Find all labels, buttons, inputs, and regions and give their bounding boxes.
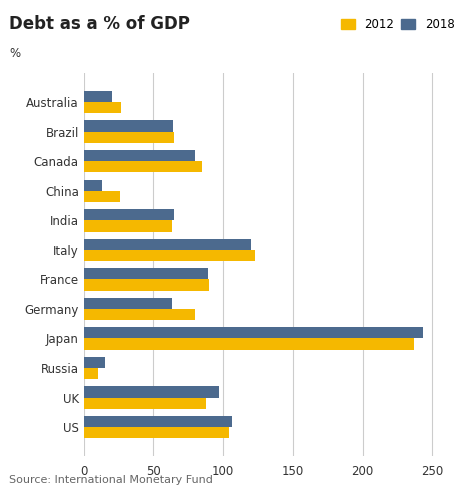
- Bar: [84, 161, 202, 172]
- Text: Debt as a % of GDP: Debt as a % of GDP: [9, 15, 190, 33]
- Text: Source: International Monetary Fund: Source: International Monetary Fund: [9, 475, 213, 485]
- Bar: [84, 339, 414, 350]
- Bar: [84, 268, 208, 279]
- Bar: [84, 386, 219, 397]
- Legend: 2012, 2018: 2012, 2018: [340, 18, 454, 31]
- Bar: [84, 327, 423, 339]
- Bar: [84, 191, 120, 202]
- Bar: [84, 91, 112, 102]
- Bar: [84, 250, 255, 261]
- Bar: [84, 150, 195, 161]
- Bar: [84, 279, 209, 291]
- Bar: [84, 298, 172, 309]
- Bar: [84, 132, 174, 143]
- Bar: [84, 309, 195, 320]
- Bar: [84, 368, 98, 379]
- Bar: [84, 121, 173, 132]
- Bar: [84, 357, 105, 368]
- Bar: [84, 209, 174, 220]
- Bar: [84, 397, 206, 409]
- Bar: [84, 416, 232, 427]
- Bar: [84, 239, 251, 250]
- Bar: [84, 102, 121, 113]
- Text: %: %: [9, 47, 20, 60]
- Bar: [84, 179, 102, 191]
- Bar: [84, 220, 172, 231]
- Bar: [84, 427, 229, 439]
